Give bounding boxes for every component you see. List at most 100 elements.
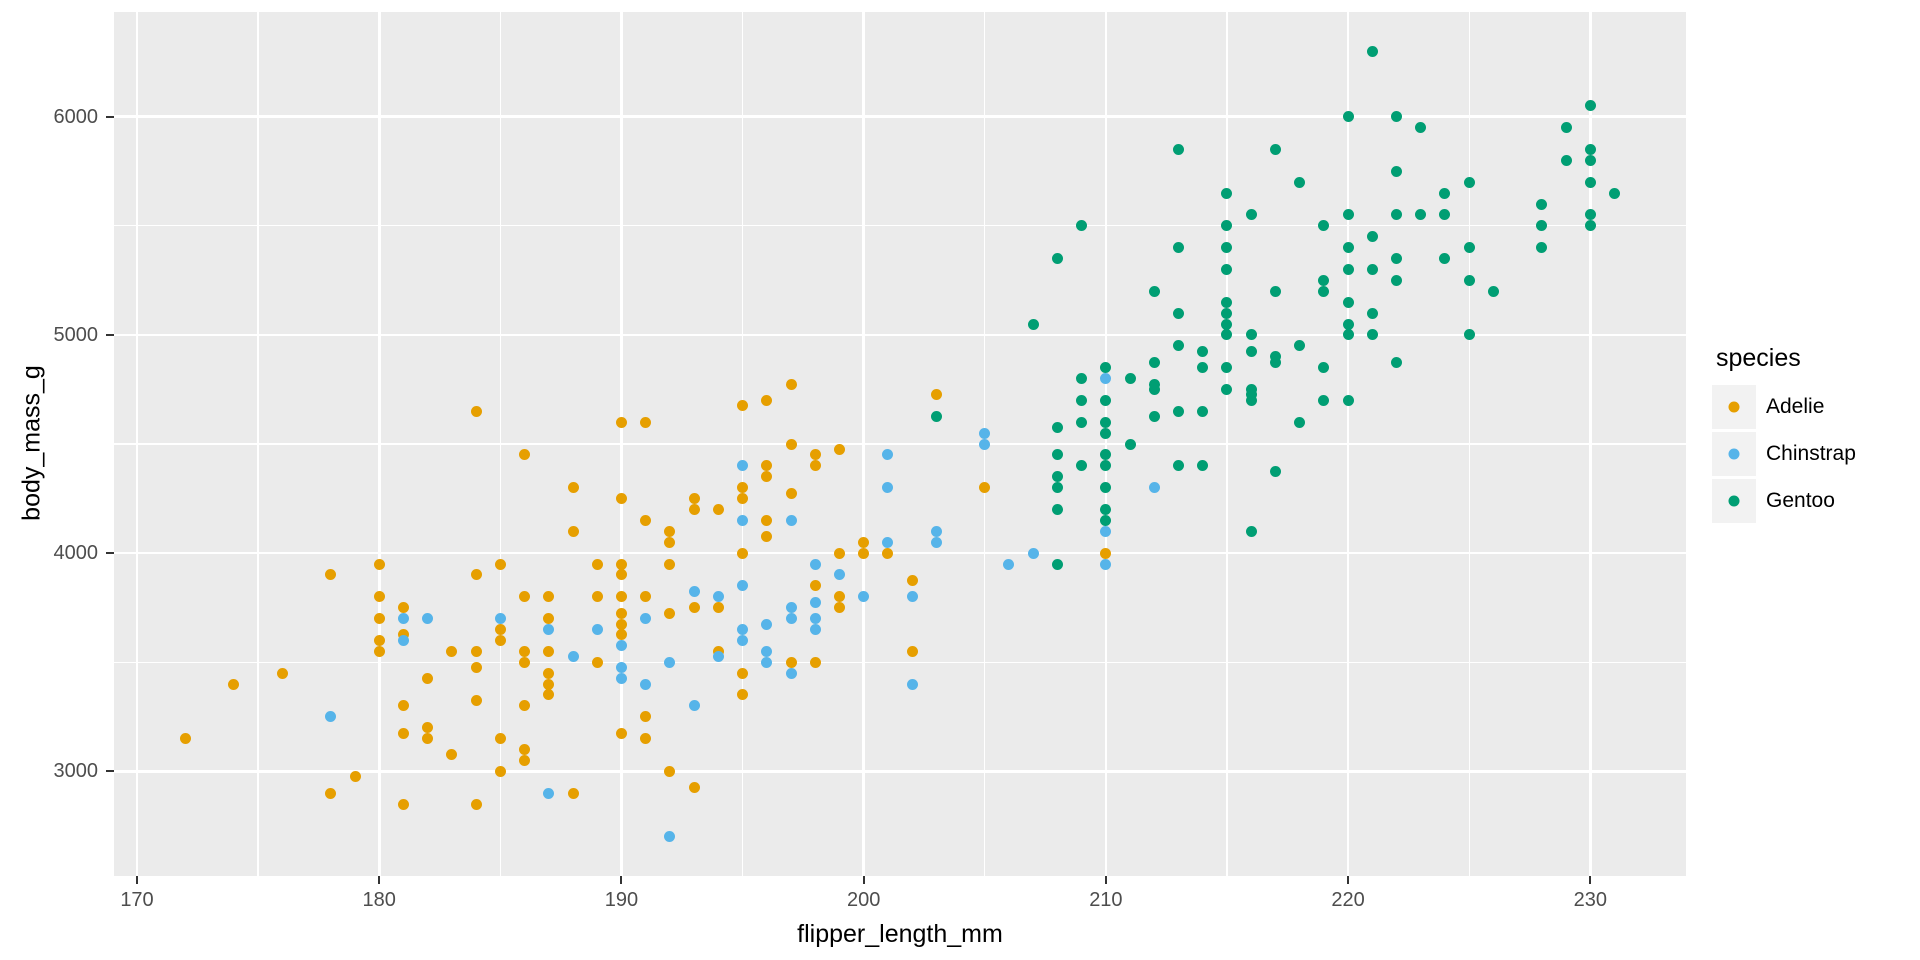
data-point-chinstrap [1100, 558, 1112, 570]
data-point-adelie [761, 514, 773, 526]
data-point-adelie [615, 558, 627, 570]
data-point-adelie [906, 645, 918, 657]
data-point-gentoo [1173, 340, 1185, 352]
data-point-chinstrap [712, 651, 724, 663]
data-point-gentoo [1221, 187, 1233, 199]
data-point-gentoo [1269, 356, 1281, 368]
data-point-chinstrap [761, 656, 773, 668]
data-point-adelie [567, 525, 579, 537]
y-axis-tick-label: 3000 [53, 760, 99, 783]
data-point-adelie [615, 416, 627, 428]
data-point-gentoo [1051, 422, 1063, 434]
data-point-gentoo [1463, 329, 1475, 341]
data-point-gentoo [1221, 307, 1233, 319]
data-point-gentoo [1415, 209, 1427, 221]
data-point-gentoo [1173, 460, 1185, 472]
data-point-gentoo [1197, 405, 1209, 417]
data-point-gentoo [1584, 220, 1596, 232]
legend-entry-adelie: Adelie [1712, 385, 1856, 429]
data-point-adelie [543, 591, 555, 603]
data-point-chinstrap [858, 591, 870, 603]
data-point-gentoo [1342, 296, 1354, 308]
data-point-chinstrap [664, 831, 676, 843]
data-point-adelie [519, 449, 531, 461]
data-point-adelie [833, 547, 845, 559]
minor-gridline-y [114, 225, 1686, 227]
x-axis-tick-label: 210 [1089, 889, 1123, 911]
data-point-adelie [446, 749, 458, 761]
data-point-gentoo [1342, 318, 1354, 330]
data-point-gentoo [1342, 263, 1354, 275]
data-point-adelie [640, 711, 652, 723]
data-point-adelie [785, 487, 797, 499]
data-point-adelie [615, 727, 627, 739]
legend-entries: Adelie Chinstrap Gentoo [1712, 385, 1856, 523]
data-point-gentoo [1051, 253, 1063, 265]
data-point-gentoo [1391, 111, 1403, 123]
data-point-chinstrap [1148, 482, 1160, 494]
data-point-adelie [882, 547, 894, 559]
data-point-gentoo [1076, 373, 1088, 385]
data-point-chinstrap [785, 602, 797, 614]
minor-gridline-x [257, 12, 259, 876]
data-point-gentoo [1318, 220, 1330, 232]
data-point-gentoo [1076, 416, 1088, 428]
data-point-gentoo [1366, 231, 1378, 243]
x-axis-tick-label: 230 [1573, 889, 1607, 911]
data-point-gentoo [1124, 438, 1136, 450]
minor-gridline-x [741, 12, 744, 876]
data-point-chinstrap [809, 558, 821, 570]
data-point-gentoo [1536, 220, 1548, 232]
data-point-gentoo [1342, 242, 1354, 254]
data-point-adelie [519, 700, 531, 712]
legend-dot-icon [1728, 495, 1740, 507]
data-point-adelie [325, 787, 337, 799]
data-point-gentoo [1100, 460, 1112, 472]
data-point-gentoo [1148, 285, 1160, 297]
data-point-gentoo [1197, 362, 1209, 374]
data-point-adelie [858, 536, 870, 548]
data-point-adelie [640, 733, 652, 745]
x-axis-tick-label: 200 [846, 889, 881, 911]
data-point-chinstrap [422, 613, 434, 625]
legend-label: Gentoo [1766, 489, 1835, 512]
data-point-adelie [519, 656, 531, 668]
data-point-adelie [785, 438, 797, 450]
data-point-adelie [615, 629, 627, 641]
data-point-adelie [422, 673, 434, 685]
data-point-gentoo [1366, 329, 1378, 341]
data-point-chinstrap [809, 596, 821, 608]
data-point-gentoo [1221, 383, 1233, 395]
data-point-adelie [567, 787, 579, 799]
data-point-chinstrap [737, 580, 749, 592]
data-point-gentoo [1245, 525, 1257, 537]
data-point-adelie [470, 569, 482, 581]
data-point-adelie [761, 531, 773, 543]
data-point-adelie [422, 722, 434, 734]
data-point-adelie [325, 569, 337, 581]
data-point-chinstrap [543, 787, 555, 799]
data-point-adelie [809, 460, 821, 472]
data-point-adelie [543, 678, 555, 690]
data-point-gentoo [1294, 416, 1306, 428]
data-point-adelie [809, 656, 821, 668]
data-point-adelie [833, 602, 845, 614]
data-point-chinstrap [640, 678, 652, 690]
major-gridline-x [862, 12, 865, 876]
data-point-chinstrap [543, 623, 555, 635]
data-point-gentoo [1584, 176, 1596, 188]
data-point-gentoo [1463, 242, 1475, 254]
x-axis-tick-label: 190 [604, 889, 639, 911]
data-point-adelie [664, 536, 676, 548]
data-point-adelie [543, 645, 555, 657]
data-point-chinstrap [761, 618, 773, 630]
legend-label: Adelie [1766, 395, 1825, 418]
data-point-adelie [397, 727, 409, 739]
data-point-adelie [543, 613, 555, 625]
legend-title: species [1716, 344, 1801, 372]
y-axis-tick [106, 115, 114, 118]
data-point-chinstrap [930, 536, 942, 548]
data-point-gentoo [1100, 362, 1112, 374]
data-point-chinstrap [494, 613, 506, 625]
